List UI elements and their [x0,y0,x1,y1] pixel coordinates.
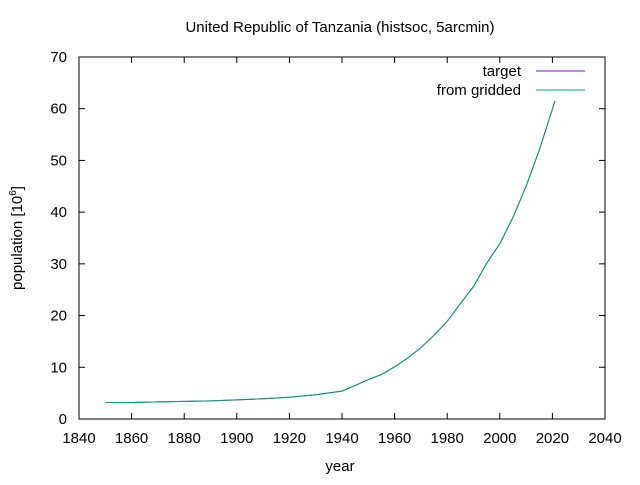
x-tick-label: 1960 [378,430,411,447]
y-tick-label: 0 [59,411,67,428]
y-axis-label-exponent: 6 [8,190,19,196]
x-tick-label: 1920 [273,430,306,447]
plot-frame [78,56,606,420]
series-line-1 [105,100,556,403]
y-tick-label: 60 [50,101,67,118]
legend-label-1: from gridded [437,82,521,99]
y-tick-label: 40 [50,204,67,221]
legend-label-0: target [483,63,522,80]
y-axis-label: population [106] [8,186,26,290]
y-axis-label-tail: ] [9,186,26,190]
y-axis-ticks: 0 10 20 30 40 50 60 70 [50,49,605,428]
y-tick-label: 50 [50,152,67,169]
x-axis-label: year [325,458,354,475]
x-tick-label: 1860 [115,430,148,447]
x-tick-label: 1840 [62,430,95,447]
y-tick-label: 10 [50,359,67,376]
data-series [105,100,556,403]
x-tick-label: 2000 [483,430,516,447]
y-tick-label: 70 [50,49,67,66]
plot-border [78,56,606,420]
y-tick-label: 30 [50,256,67,273]
legend: target from gridded [437,63,585,99]
y-axis-label-base: population [10 [9,196,26,290]
x-tick-label: 1980 [431,430,464,447]
x-tick-label: 1880 [168,430,201,447]
series-line-0 [105,100,556,403]
x-tick-label: 2020 [536,430,569,447]
x-tick-label: 1940 [325,430,358,447]
x-tick-label: 1900 [220,430,253,447]
x-axis-ticks: 1840 1860 1880 1900 1920 1940 1960 1980 2000 2020… [62,57,622,447]
x-tick-label: 2040 [588,430,621,447]
chart-title: United Republic of Tanzania (histsoc, 5a… [185,19,494,36]
y-tick-label: 20 [50,308,67,325]
